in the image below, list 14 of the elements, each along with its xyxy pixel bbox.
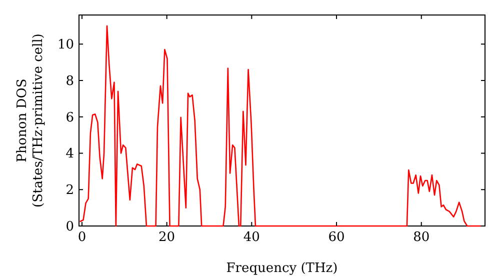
- x-axis-title: Frequency (THz): [226, 261, 338, 276]
- y-tick-label: 10: [57, 38, 74, 53]
- line-series: [79, 25, 482, 227]
- y-tick-label: 6: [66, 110, 74, 126]
- y-axis-title: Phonon DOS (States/THz·primitive cell): [15, 33, 46, 208]
- x-tick-label: 60: [328, 230, 345, 245]
- x-tick-label: 0: [78, 230, 86, 245]
- x-tick-label: 80: [413, 230, 430, 245]
- y-tick-label: 0: [66, 220, 74, 234]
- x-tick-label: 20: [158, 230, 176, 245]
- y-tick-label: 8: [66, 74, 74, 89]
- x-tick-label: 40: [243, 230, 260, 245]
- y-tick-label: 4: [66, 146, 74, 162]
- y-tick-label: 2: [66, 183, 74, 198]
